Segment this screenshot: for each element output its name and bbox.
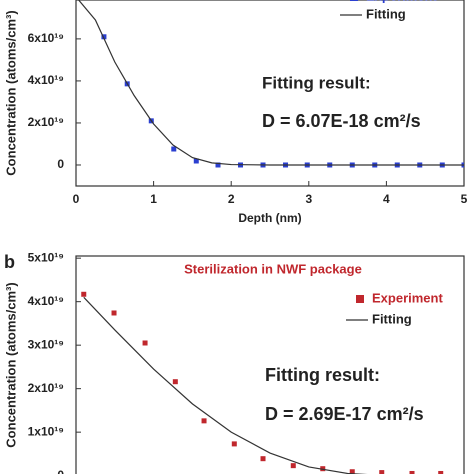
plot-frame bbox=[75, 255, 465, 474]
data-point bbox=[193, 158, 199, 164]
annotation: D = 2.69E-17 cm²/s bbox=[265, 404, 424, 424]
y-tick-label: 0 bbox=[57, 468, 64, 474]
data-point bbox=[290, 463, 296, 469]
plot-frame bbox=[75, 0, 465, 187]
x-tick-label: 3 bbox=[305, 192, 312, 206]
data-point bbox=[142, 340, 148, 346]
x-tick-label: 4 bbox=[383, 192, 390, 206]
x-tick-label: 1 bbox=[150, 192, 157, 206]
legend-label: Experiment bbox=[366, 0, 437, 3]
y-axis-label: Concentration (atoms/cm³) bbox=[3, 10, 18, 175]
panel-label: b bbox=[4, 252, 15, 272]
data-point bbox=[81, 291, 87, 297]
data-point bbox=[111, 310, 117, 316]
data-point bbox=[101, 34, 107, 40]
y-tick-label: 6x10¹⁹ bbox=[28, 31, 64, 45]
legend-marker bbox=[350, 0, 358, 1]
x-tick-label: 0 bbox=[73, 192, 80, 206]
fit-line bbox=[83, 296, 368, 474]
data-point bbox=[349, 469, 355, 474]
data-point bbox=[438, 470, 444, 474]
data-point bbox=[379, 470, 385, 474]
y-axis-label: Concentration (atoms/cm³) bbox=[3, 282, 18, 447]
y-tick-label: 5x10¹⁹ bbox=[28, 250, 64, 264]
x-tick-label: 2 bbox=[228, 192, 235, 206]
legend-label: Experiment bbox=[372, 290, 443, 305]
data-point bbox=[231, 441, 237, 447]
legend-marker bbox=[356, 295, 364, 303]
data-point bbox=[171, 146, 177, 152]
plot-area bbox=[77, 0, 464, 168]
x-tick-label: 5 bbox=[461, 192, 468, 206]
y-tick-label: 0 bbox=[57, 157, 64, 171]
legend-label: Fitting bbox=[366, 6, 406, 21]
chart-title: Sterilization in NWF package bbox=[184, 261, 362, 276]
data-point bbox=[215, 162, 221, 168]
annotation: D = 6.07E-18 cm²/s bbox=[262, 111, 421, 131]
annotation: Fitting result: bbox=[265, 365, 380, 385]
y-tick-label: 4x10¹⁹ bbox=[28, 294, 64, 308]
data-point bbox=[172, 379, 178, 385]
plot-area bbox=[81, 291, 444, 474]
data-point bbox=[201, 418, 207, 424]
data-point bbox=[320, 466, 326, 472]
fit-line bbox=[77, 0, 464, 166]
y-tick-label: 4x10¹⁹ bbox=[28, 73, 64, 87]
data-point bbox=[409, 470, 415, 474]
y-tick-label: 2x10¹⁹ bbox=[28, 381, 64, 395]
y-tick-label: 2x10¹⁹ bbox=[28, 115, 64, 129]
data-point bbox=[260, 456, 266, 462]
y-tick-label: 3x10¹⁹ bbox=[28, 337, 64, 351]
legend-label: Fitting bbox=[372, 311, 412, 326]
x-axis-label: Depth (nm) bbox=[238, 211, 301, 225]
y-tick-label: 1x10¹⁹ bbox=[28, 424, 64, 438]
annotation: Fitting result: bbox=[262, 73, 371, 92]
